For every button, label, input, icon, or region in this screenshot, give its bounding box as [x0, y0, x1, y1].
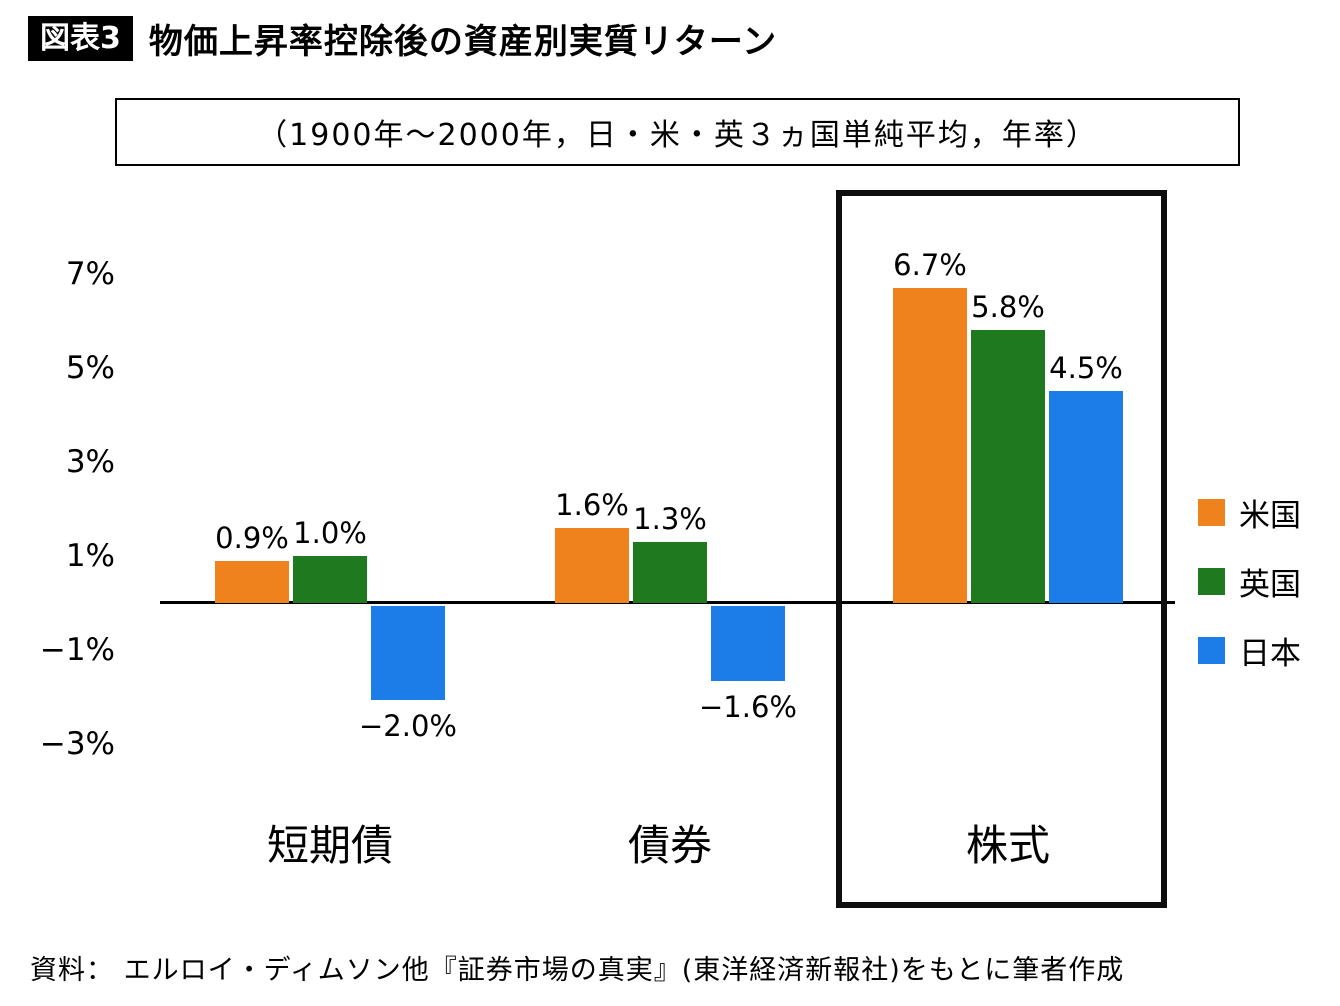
legend-color-swatch: [1198, 637, 1225, 664]
bar-value-label: 4.5%: [1049, 351, 1123, 385]
y-tick-label: 5%: [65, 350, 115, 386]
bar-value-label: 1.0%: [293, 516, 367, 550]
bar-value-label: −1.6%: [699, 690, 797, 724]
bar-債券-米国: [555, 528, 629, 603]
y-tick-label: 3%: [65, 444, 115, 480]
bar-value-label: 1.3%: [633, 502, 707, 536]
legend-item-米国: 米国: [1198, 490, 1301, 535]
bar-債券-日本: [711, 606, 785, 681]
title-row: 図表3 物価上昇率控除後の資産別実質リターン: [28, 14, 777, 63]
legend-item-英国: 英国: [1198, 559, 1301, 604]
subtitle-text: （1900年〜2000年，日・米・英３ヵ国単純平均，年率）: [257, 118, 1098, 153]
bar-value-label: −2.0%: [359, 709, 457, 743]
bar-value-label: 6.7%: [893, 248, 967, 282]
y-tick-label: 1%: [65, 538, 115, 574]
bar-短期債-英国: [293, 556, 367, 603]
highlight-box-stocks: [836, 190, 1167, 908]
legend-label: 米国: [1239, 498, 1301, 534]
subtitle-box: （1900年〜2000年，日・米・英３ヵ国単純平均，年率）: [115, 98, 1240, 166]
legend-item-日本: 日本: [1198, 628, 1301, 673]
category-label-株式: 株式: [965, 821, 1050, 870]
bar-株式-米国: [893, 288, 967, 603]
source-note: 資料： エルロイ・ディムソン他『証券市場の真実』(東洋経済新報社)をもとに筆者作…: [30, 955, 1125, 986]
y-tick-label: 7%: [65, 256, 115, 292]
legend: 米国 英国 日本: [1198, 490, 1301, 673]
legend-color-swatch: [1198, 568, 1225, 595]
legend-label: 英国: [1239, 567, 1301, 603]
bar-株式-日本: [1049, 391, 1123, 603]
legend-color-swatch: [1198, 499, 1225, 526]
legend-label: 日本: [1239, 636, 1301, 672]
bar-短期債-米国: [215, 561, 289, 603]
bar-value-label: 1.6%: [555, 488, 629, 522]
y-tick-label: −3%: [39, 726, 115, 762]
y-tick-label: −1%: [39, 632, 115, 668]
category-label-債券: 債券: [627, 821, 712, 870]
category-label-短期債: 短期債: [266, 821, 393, 870]
bar-債券-英国: [633, 542, 707, 603]
figure-badge: 図表3: [28, 16, 133, 61]
bar-短期債-日本: [371, 606, 445, 700]
bar-株式-英国: [971, 330, 1045, 603]
bar-value-label: 0.9%: [215, 521, 289, 555]
figure-title: 物価上昇率控除後の資産別実質リターン: [148, 22, 778, 62]
bar-value-label: 5.8%: [971, 290, 1045, 324]
